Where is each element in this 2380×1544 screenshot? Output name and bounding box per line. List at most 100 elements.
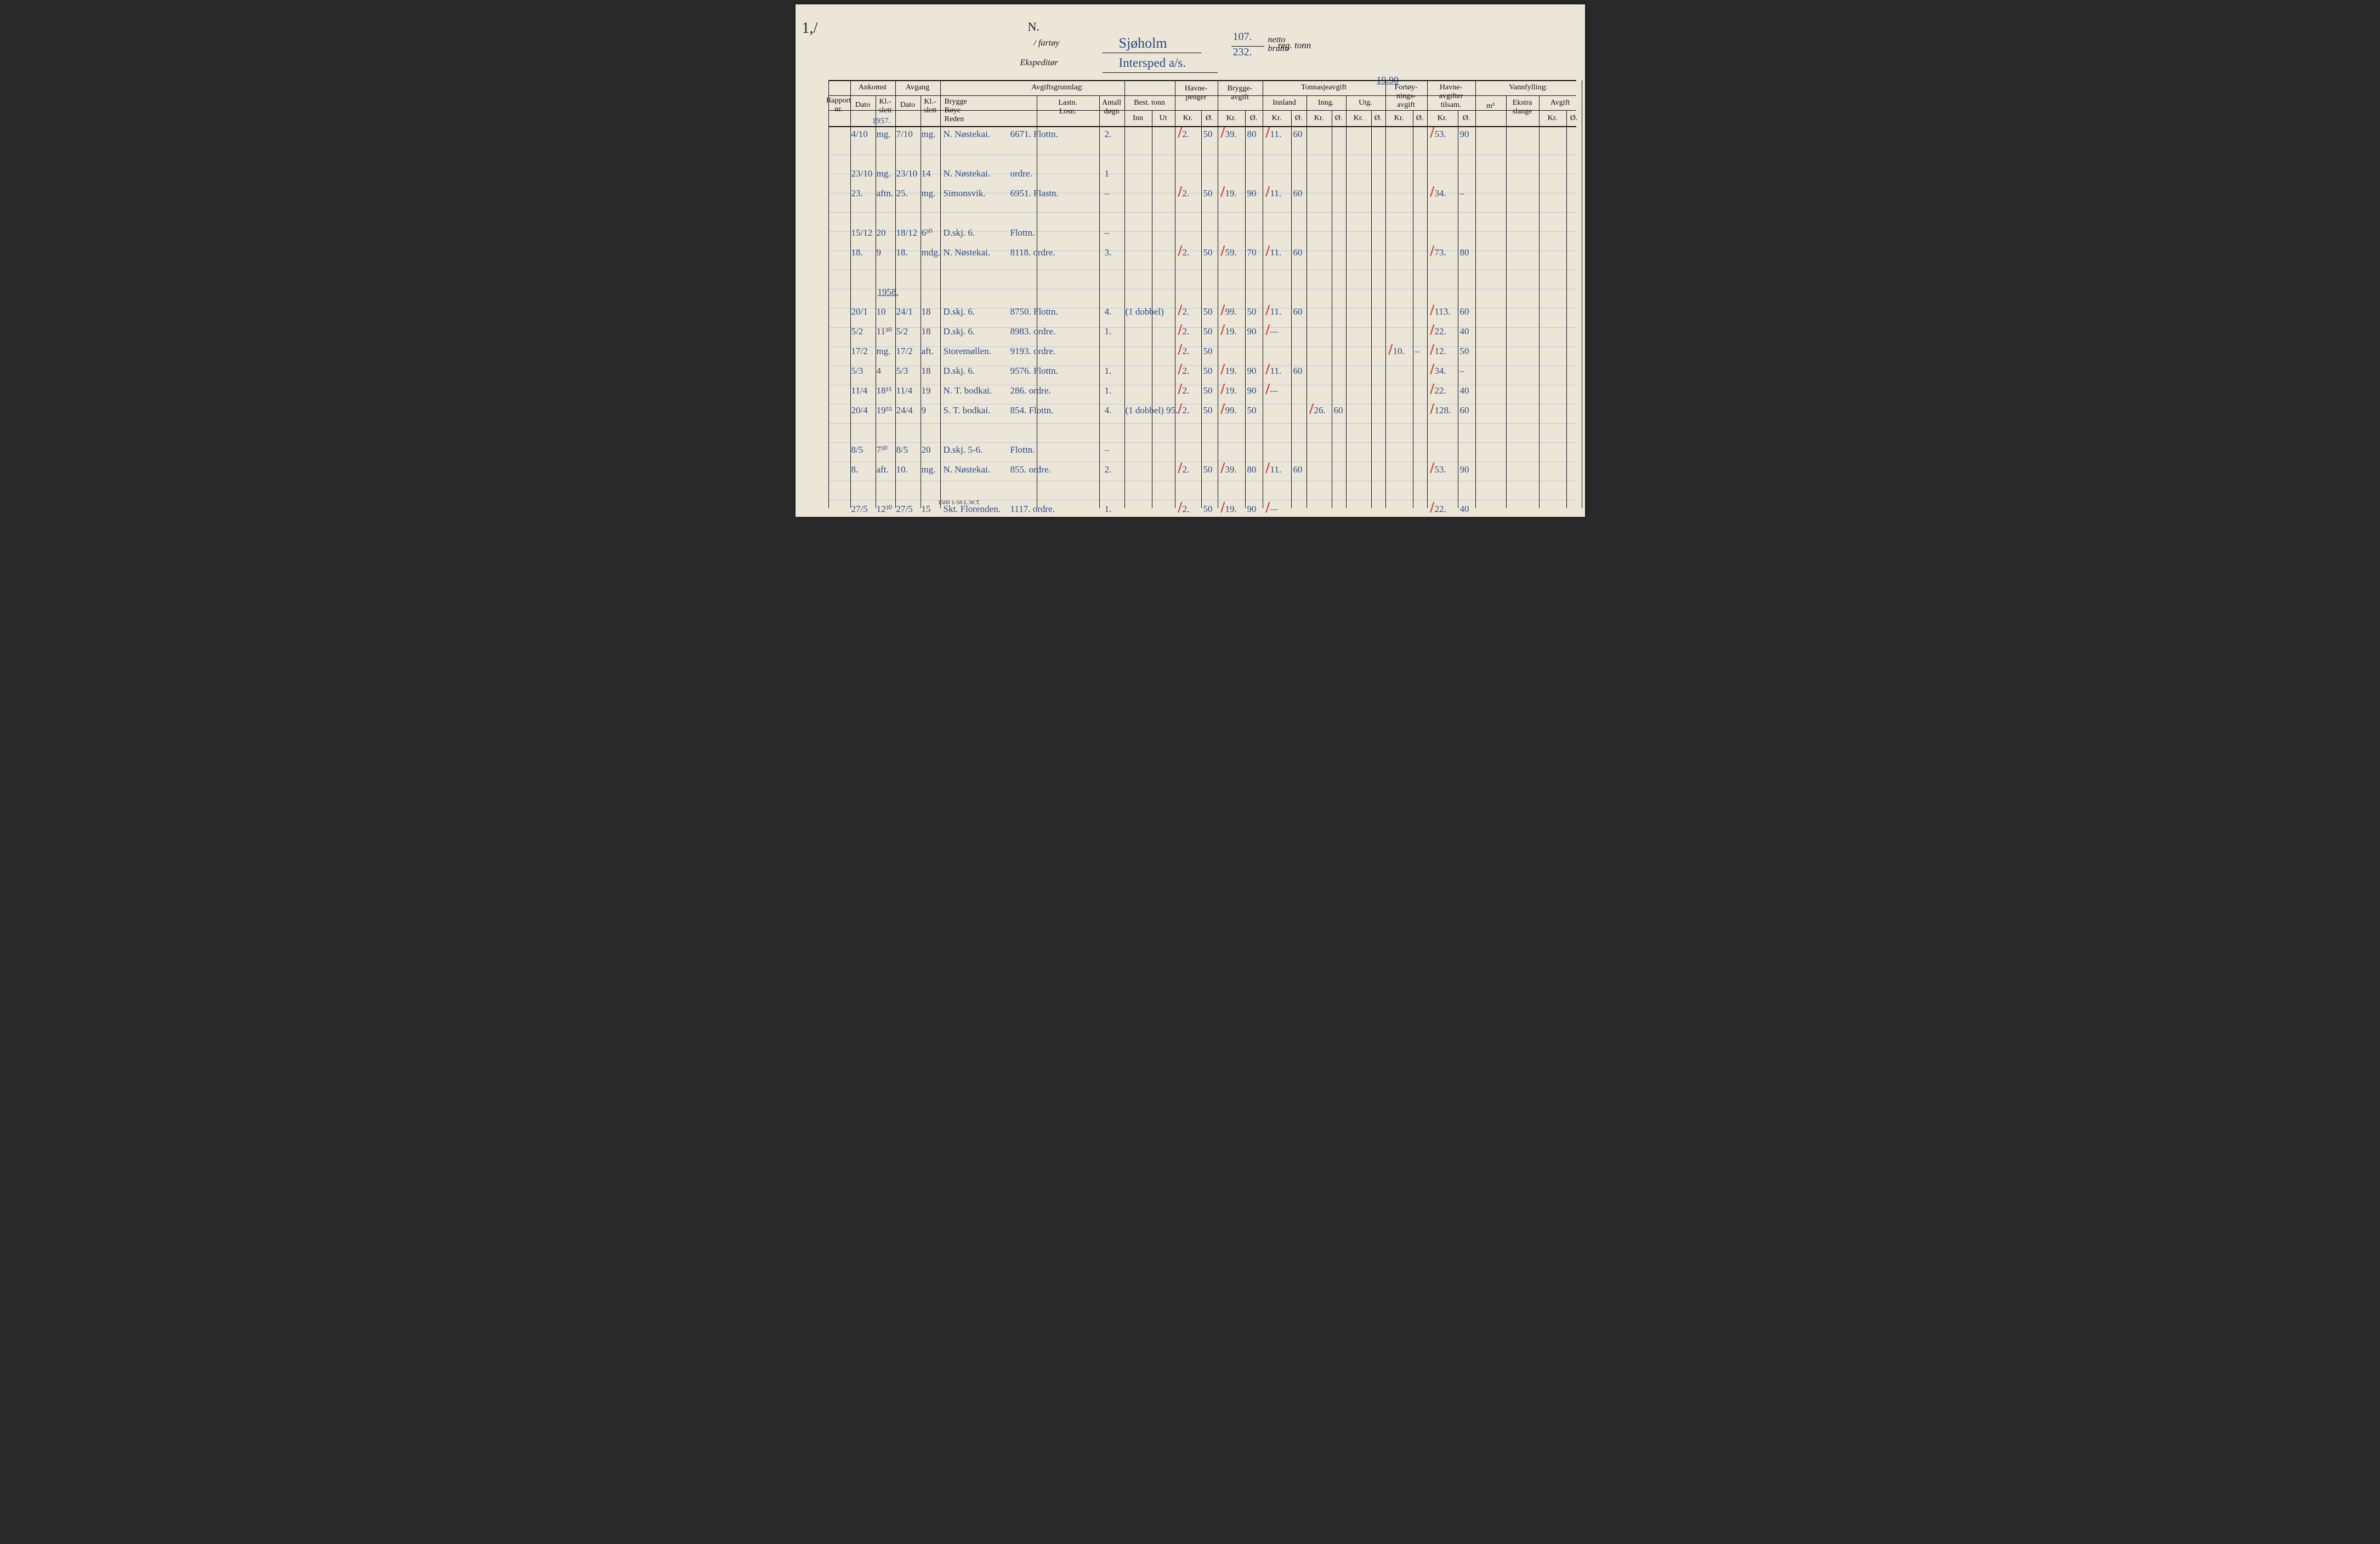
fartoy-value: Sjøholm [1119, 35, 1229, 52]
ekspeditor-label: Ekspeditør [1020, 58, 1058, 68]
column-header: Innland [1263, 99, 1307, 107]
table-cell: D.skj. 6. [944, 366, 975, 377]
table-row: 15/122018/126³⁰D.skj. 6.Flottn.– [828, 226, 1576, 246]
table-cell: 19. [1225, 326, 1237, 337]
table-cell: 99. [1225, 405, 1237, 416]
table-cell: 2. [1183, 188, 1190, 199]
table-cell: Storemøllen. [944, 346, 991, 357]
table-cell: – [1105, 445, 1110, 455]
table-cell: 128. [1435, 405, 1451, 416]
column-header: Avgiftsgrunnlag: [940, 83, 1175, 92]
table-cell: 34. [1435, 366, 1446, 377]
table-cell: 90 [1247, 504, 1257, 515]
table-cell: 9576. Flottn. [1010, 366, 1058, 377]
column-header: Lastn. Losn. [1037, 99, 1099, 116]
table-cell: ordre. [1010, 168, 1032, 179]
table-cell: 80 [1460, 247, 1469, 258]
table-cell: 40 [1460, 385, 1469, 396]
table-cell: Flottn. [1010, 227, 1035, 238]
table-cell: 90 [1247, 385, 1257, 396]
form-header: 1,/ N. / fartøy Sjøholm 107. 232. netto … [796, 10, 1585, 70]
table-cell: 2. [1183, 346, 1190, 357]
table-cell: 8/5 [851, 445, 864, 455]
table-cell: 12³⁰ [877, 504, 893, 515]
table-cell: 50 [1203, 504, 1213, 515]
fartoy-label: / fartøy [1034, 38, 1060, 48]
table-row: 4/10mg.7/10mg.N. Nøstekai.6671. Flottn.2… [828, 127, 1576, 147]
table-cell: 9 [922, 405, 927, 416]
table-cell: 50 [1247, 405, 1257, 416]
year-mark: 1958. [878, 287, 899, 298]
table-cell: 60 [1334, 405, 1343, 416]
table-cell: 8/5 [896, 445, 908, 455]
table-cell: mg. [922, 188, 936, 199]
table-cell: 22. [1435, 385, 1446, 396]
table-cell: 7/10 [896, 129, 913, 140]
table-cell: 9193. ordre. [1010, 346, 1056, 357]
table-cell: 50 [1203, 188, 1213, 199]
table-cell: 60 [1293, 366, 1303, 377]
column-header: Kr. [1307, 114, 1332, 123]
table-cell: 50 [1203, 464, 1213, 475]
table-cell: 18/12 [896, 227, 918, 238]
table-row: 5/345/318D.skj. 6.9576. Flottn.1.2.5019.… [828, 364, 1576, 384]
table-cell: 20/1 [851, 306, 868, 317]
table-cell: – [1105, 227, 1110, 238]
column-header: Ø. [1332, 114, 1346, 123]
column-header: Dato [850, 101, 876, 110]
column-header: Brygge Bøye Reden [945, 98, 967, 124]
column-header: Utg. [1346, 99, 1385, 107]
table-cell: 3. [1105, 247, 1112, 258]
table-cell: 8983. ordre. [1010, 326, 1056, 337]
column-header: Best. tonn [1124, 99, 1175, 107]
n-mark: N. [1028, 20, 1040, 34]
table-cell: 855. ordre. [1010, 464, 1051, 475]
table-cell: 20 [877, 227, 886, 238]
table-cell: 90 [1247, 326, 1257, 337]
ledger-page: 1,/ N. / fartøy Sjøholm 107. 232. netto … [796, 4, 1585, 517]
column-header: Ø. [1371, 114, 1385, 123]
table-cell: 60 [1293, 188, 1303, 199]
column-header: Rapport nr. [826, 96, 851, 114]
column-header: Avgang [895, 83, 940, 92]
column-header: Kr. [1539, 114, 1566, 123]
table-cell: 70 [1247, 247, 1257, 258]
table-cell: 39. [1225, 464, 1237, 475]
table-cell: 50 [1203, 346, 1213, 357]
table-cell: D.skj. 6. [944, 227, 975, 238]
table-cell: 60 [1293, 306, 1303, 317]
ekspeditor-value: Intersped a/s. [1119, 56, 1240, 70]
table-cell: aft. [922, 346, 934, 357]
table-cell: 50 [1460, 346, 1469, 357]
column-header: Fortøy- nings- avgift [1385, 83, 1427, 110]
table-cell: 5/2 [851, 326, 864, 337]
table-cell: 34. [1435, 188, 1446, 199]
table-cell: 59. [1225, 247, 1237, 258]
table-cell: 90 [1460, 129, 1469, 140]
table-row: 8/57³⁰8/520D.skj. 5-6.Flottn.– [828, 443, 1576, 463]
column-header: Brygge- avgift [1218, 84, 1263, 102]
table-cell: 90 [1247, 366, 1257, 377]
table-cell: 8118. ordre. [1010, 247, 1055, 258]
table-cell: 1. [1105, 385, 1112, 396]
netto-value: 107. [1233, 31, 1252, 43]
table-cell: – [1105, 188, 1110, 199]
table-cell: 6671. Flottn. [1010, 129, 1058, 140]
table-cell: 50 [1203, 366, 1213, 377]
table-cell: 5/3 [851, 366, 864, 377]
table-cell: N. Nøstekai. [944, 464, 990, 475]
table-cell: 50 [1203, 385, 1213, 396]
printer-mark: 1500 1-56 L.W.T. [938, 499, 981, 506]
table-row: 23/10mg.23/1014N. Nøstekai.ordre.1 [828, 167, 1576, 186]
table-cell: 27/5 [851, 504, 868, 515]
table-body: 1957.4/10mg.7/10mg.N. Nøstekai.6671. Flo… [828, 126, 1576, 508]
table-cell: 19. [1225, 188, 1237, 199]
table-cell: mg. [922, 464, 936, 475]
table-cell: 2. [1183, 385, 1190, 396]
table-cell: 11. [1270, 188, 1282, 199]
table-cell: 50 [1203, 247, 1213, 258]
table-cell: 11. [1270, 129, 1282, 140]
column-header: Ø. [1413, 114, 1427, 123]
table-row: 17/2mg.17/2aft.Storemøllen.9193. ordre.2… [828, 344, 1576, 364]
netto-brutto-divider [1231, 46, 1264, 47]
